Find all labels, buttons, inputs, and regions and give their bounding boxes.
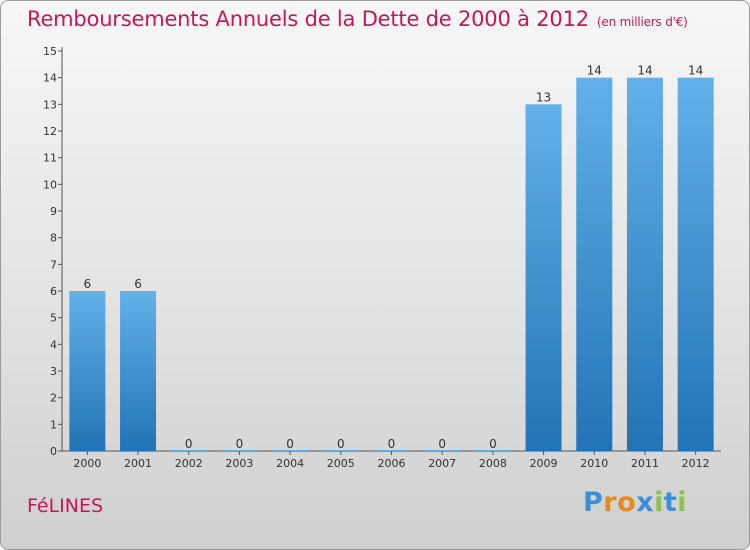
y-tick-label: 3: [50, 365, 57, 378]
y-tick-label: 13: [43, 98, 57, 111]
data-label: 14: [587, 64, 602, 78]
data-label: 0: [185, 437, 193, 451]
data-label: 0: [489, 437, 497, 451]
data-label: 6: [134, 277, 142, 291]
data-label: 14: [637, 64, 652, 78]
y-tick-label: 8: [50, 232, 57, 245]
x-tick-label: 2007: [428, 457, 456, 470]
bar: [576, 77, 613, 452]
x-tick-label: 2001: [124, 457, 152, 470]
chart-bars: [69, 77, 714, 452]
y-tick-label: 12: [43, 125, 57, 138]
x-tick-label: 2005: [327, 457, 355, 470]
data-label: 0: [286, 437, 294, 451]
y-tick-label: 1: [50, 418, 57, 431]
logo-letter: x: [636, 487, 655, 518]
y-tick-label: 2: [50, 392, 57, 405]
chart-axes: [58, 47, 721, 455]
logo-letter: P: [583, 487, 604, 518]
chart-title: Remboursements Annuels de la Dette de 20…: [27, 7, 688, 31]
data-label: 0: [337, 437, 345, 451]
data-label: 14: [688, 64, 703, 78]
bar: [69, 291, 106, 451]
x-tick-label: 2011: [631, 457, 659, 470]
x-tick-label: 2002: [175, 457, 203, 470]
bar: [525, 104, 562, 451]
x-tick-label: 2004: [276, 457, 304, 470]
commune-name: FéLINES: [27, 495, 104, 517]
data-label: 0: [388, 437, 396, 451]
chart-subtitle: (en milliers d'€): [596, 15, 688, 29]
y-tick-label: 5: [50, 312, 57, 325]
logo-letter: o: [617, 487, 637, 518]
logo-letter: r: [603, 487, 618, 518]
logo-letter: t: [663, 487, 678, 518]
x-tick-label: 2012: [682, 457, 710, 470]
x-tick-label: 2010: [580, 457, 608, 470]
y-tick-label: 15: [43, 45, 57, 58]
bar: [677, 77, 714, 452]
bar: [120, 291, 157, 451]
y-tick-label: 0: [50, 445, 57, 458]
data-label: 13: [536, 90, 551, 104]
y-tick-label: 7: [50, 258, 57, 271]
x-tick-label: 2006: [378, 457, 406, 470]
y-tick-label: 6: [50, 285, 57, 298]
logo-letter: i: [654, 487, 664, 518]
x-tick-label: 2003: [225, 457, 253, 470]
logo-letter: i: [677, 487, 688, 518]
data-label: 6: [84, 277, 92, 291]
proxiti-logo[interactable]: Proxiti: [583, 487, 687, 518]
x-tick-label: 2008: [479, 457, 507, 470]
y-tick-label: 9: [50, 205, 57, 218]
y-tick-label: 14: [43, 72, 57, 85]
chart-labels: 0123456789101112131415200062001620020200…: [43, 45, 710, 470]
data-label: 0: [236, 437, 244, 451]
x-tick-label: 2009: [530, 457, 558, 470]
y-tick-label: 11: [43, 152, 57, 165]
bar: [626, 77, 663, 452]
data-label: 0: [438, 437, 446, 451]
y-tick-label: 4: [50, 338, 57, 351]
x-tick-label: 2000: [73, 457, 101, 470]
chart-title-text: Remboursements Annuels de la Dette de 20…: [27, 7, 589, 31]
y-tick-label: 10: [43, 178, 57, 191]
